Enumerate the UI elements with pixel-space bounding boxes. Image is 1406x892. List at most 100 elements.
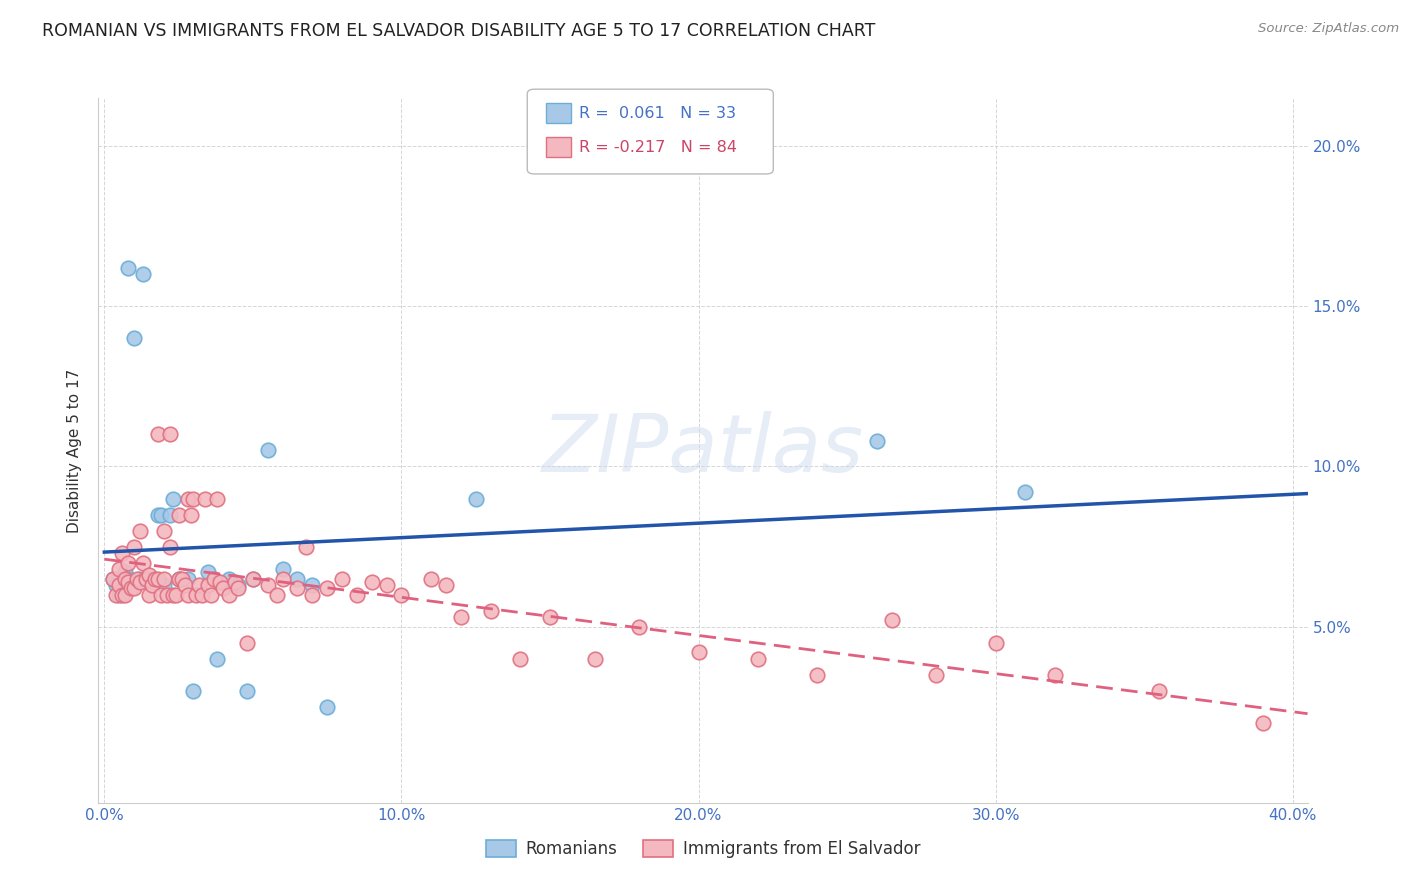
Point: [176, 572, 198, 586]
Point: [287, 572, 309, 586]
Point: [141, 578, 163, 592]
Point: [138, 568, 160, 582]
Point: [186, 588, 208, 602]
Point: [346, 588, 368, 602]
Point: [117, 574, 139, 589]
Point: [132, 268, 155, 282]
Point: [111, 546, 134, 560]
Point: [159, 508, 181, 522]
Point: [880, 613, 903, 627]
Point: [103, 572, 125, 586]
Point: [218, 588, 240, 602]
Point: [226, 578, 249, 592]
Point: [1043, 667, 1066, 681]
Point: [207, 651, 229, 665]
Point: [105, 588, 128, 602]
Point: [1251, 715, 1274, 730]
Point: [450, 610, 472, 624]
Point: [1014, 485, 1036, 500]
Point: [218, 572, 240, 586]
Point: [114, 565, 136, 579]
Point: [129, 574, 152, 589]
Point: [1147, 683, 1170, 698]
Point: [434, 578, 457, 592]
Point: [806, 667, 828, 681]
Point: [266, 588, 288, 602]
Point: [301, 588, 323, 602]
Point: [125, 572, 148, 586]
Point: [129, 572, 152, 586]
Point: [628, 619, 651, 633]
Point: [295, 540, 318, 554]
Point: [162, 588, 184, 602]
Point: [420, 572, 443, 586]
Point: [583, 651, 606, 665]
Point: [146, 427, 169, 442]
Point: [173, 578, 195, 592]
Point: [149, 588, 172, 602]
Point: [330, 572, 353, 586]
Point: [120, 581, 142, 595]
Point: [391, 588, 413, 602]
Point: [146, 508, 169, 522]
Point: [152, 524, 174, 538]
Text: ZIPatlas: ZIPatlas: [541, 411, 865, 490]
Point: [236, 683, 259, 698]
Point: [256, 578, 278, 592]
Point: [167, 572, 190, 586]
Point: [167, 508, 190, 522]
Point: [170, 572, 193, 586]
Point: [114, 588, 136, 602]
Point: [226, 581, 249, 595]
Point: [925, 667, 948, 681]
Text: ROMANIAN VS IMMIGRANTS FROM EL SALVADOR DISABILITY AGE 5 TO 17 CORRELATION CHART: ROMANIAN VS IMMIGRANTS FROM EL SALVADOR …: [42, 22, 876, 40]
Point: [105, 578, 128, 592]
Point: [111, 588, 134, 602]
Point: [316, 699, 339, 714]
Point: [316, 581, 339, 595]
Point: [191, 588, 214, 602]
Point: [108, 578, 131, 592]
Point: [135, 572, 157, 586]
Point: [117, 260, 139, 275]
Point: [152, 572, 174, 586]
Text: R = -0.217   N = 84: R = -0.217 N = 84: [579, 140, 737, 154]
Text: R =  0.061   N = 33: R = 0.061 N = 33: [579, 106, 737, 120]
Point: [156, 588, 179, 602]
Legend: Romanians, Immigrants from El Salvador: Romanians, Immigrants from El Salvador: [479, 833, 927, 865]
Point: [301, 578, 323, 592]
Point: [509, 651, 531, 665]
Point: [117, 556, 139, 570]
Point: [188, 578, 211, 592]
Point: [132, 556, 155, 570]
Point: [146, 572, 169, 586]
Point: [207, 491, 229, 506]
Point: [143, 572, 166, 586]
Point: [152, 578, 174, 592]
Point: [256, 443, 278, 458]
Point: [165, 588, 187, 602]
Point: [464, 491, 486, 506]
Point: [194, 491, 217, 506]
Point: [197, 578, 219, 592]
Point: [688, 645, 710, 659]
Point: [108, 562, 131, 576]
Point: [183, 491, 205, 506]
Point: [138, 572, 160, 586]
Point: [167, 572, 190, 586]
Y-axis label: Disability Age 5 to 17: Disability Age 5 to 17: [67, 368, 83, 533]
Point: [271, 562, 294, 576]
Point: [242, 572, 264, 586]
Point: [747, 651, 769, 665]
Point: [360, 574, 382, 589]
Point: [183, 683, 205, 698]
Point: [159, 427, 181, 442]
Point: [866, 434, 889, 448]
Point: [375, 578, 398, 592]
Point: [129, 524, 152, 538]
Point: [176, 588, 198, 602]
Point: [538, 610, 561, 624]
Point: [117, 572, 139, 586]
Point: [138, 588, 160, 602]
Point: [103, 572, 125, 586]
